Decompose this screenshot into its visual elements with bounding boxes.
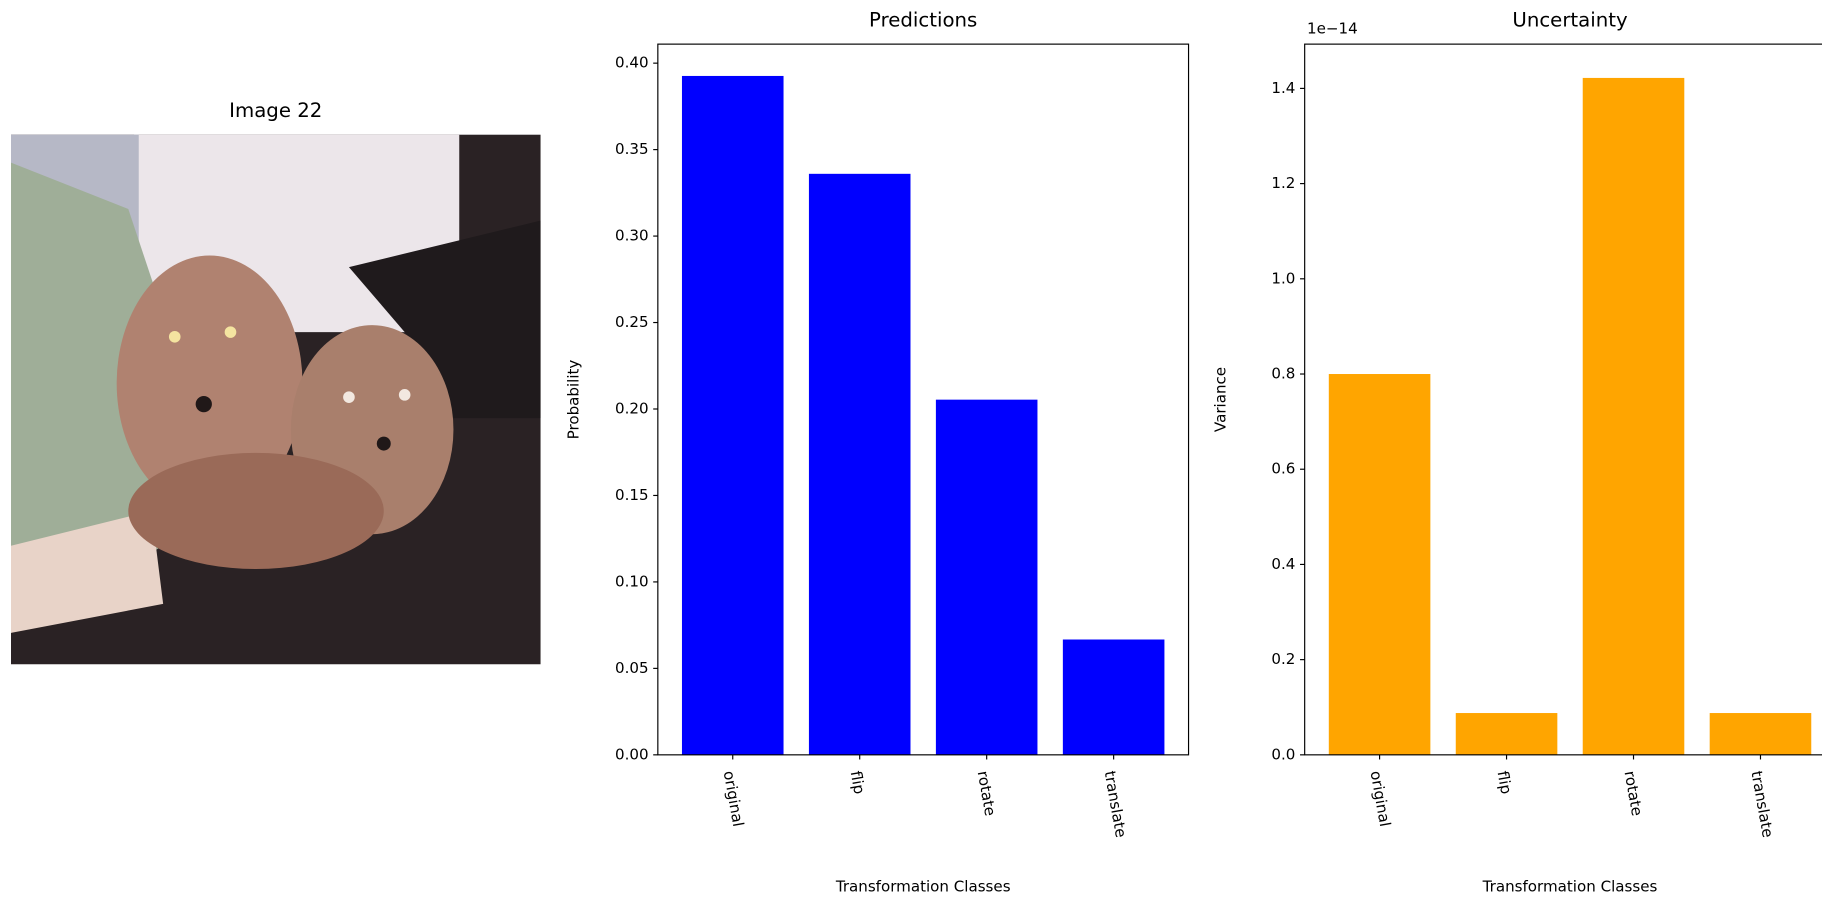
offset-text: 1e−14 (1307, 20, 1358, 38)
y-tick-label: 0.0 (1271, 745, 1295, 763)
image (11, 135, 541, 665)
bar (1063, 639, 1165, 754)
chart-title: Predictions (869, 8, 977, 31)
y-tick-label: 0.35 (615, 140, 649, 158)
y-tick-label: 0.20 (615, 399, 649, 417)
x-axis-label: Transformation Classes (1482, 878, 1658, 896)
chart-title: Uncertainty (1512, 8, 1628, 31)
bar (809, 174, 911, 755)
bar (1583, 78, 1685, 755)
y-tick-label: 0.4 (1271, 555, 1295, 573)
bar (1710, 713, 1812, 755)
bar (936, 400, 1038, 755)
y-tick-label: 0.40 (615, 54, 649, 72)
y-tick-label: 0.30 (615, 227, 649, 245)
y-tick-label: 0.05 (615, 659, 649, 677)
bar (682, 76, 784, 755)
y-axis-label: Probability (565, 360, 583, 440)
y-tick-label: 1.4 (1271, 79, 1295, 97)
y-tick-label: 0.25 (615, 313, 649, 331)
bar (1456, 713, 1558, 755)
y-tick-label: 0.6 (1271, 460, 1295, 478)
figure: Image 22 originalfliprotatetranslate0.00… (0, 0, 1822, 900)
image-title: Image 22 (229, 99, 322, 122)
y-tick-label: 0.00 (615, 745, 649, 763)
x-axis-label: Transformation Classes (835, 878, 1011, 896)
y-axis-label: Variance (1212, 367, 1230, 432)
y-tick-label: 0.15 (615, 486, 649, 504)
y-tick-label: 1.0 (1271, 269, 1295, 287)
y-tick-label: 0.8 (1271, 365, 1295, 383)
page: Image 22 originalfliprotatetranslate0.00… (0, 0, 1822, 900)
y-tick-label: 0.10 (615, 572, 649, 590)
bar (1329, 374, 1431, 755)
y-tick-label: 0.2 (1271, 650, 1295, 668)
y-tick-label: 1.2 (1271, 174, 1295, 192)
